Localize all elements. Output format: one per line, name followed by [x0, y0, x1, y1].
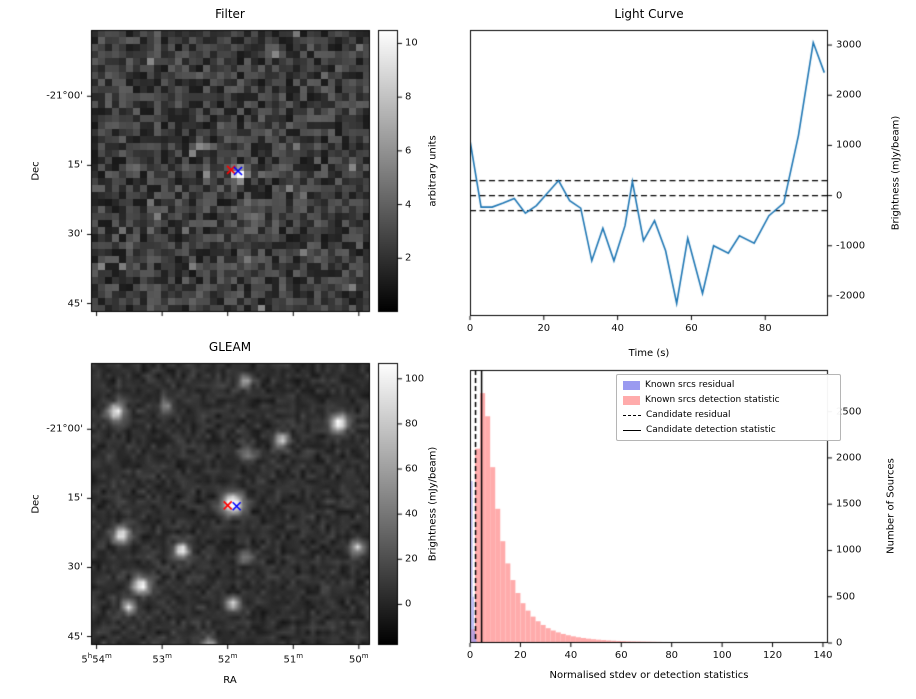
tick-label: 0	[466, 650, 474, 661]
legend-label: Candidate detection statistic	[646, 425, 776, 435]
tick-label: 4	[405, 199, 412, 211]
tick-label: 80	[665, 650, 679, 661]
legend-entry: Known srcs residual	[623, 379, 834, 391]
tick-label: 52m	[217, 652, 238, 666]
tick-label: 30'	[67, 561, 83, 573]
tick-label: 15'	[67, 492, 83, 504]
tick-label: 20	[405, 553, 418, 565]
legend-patch-swatch	[623, 380, 640, 390]
filter-colorbar-label: arbitrary units	[427, 135, 439, 207]
tick-label: 45'	[67, 631, 83, 643]
tick-label: 2	[405, 252, 412, 264]
tick-label: 60	[614, 650, 628, 661]
filter-image	[81, 20, 380, 322]
tick-label: 45'	[67, 298, 83, 310]
tick-label: 100	[712, 650, 732, 661]
tick-label: 40	[611, 323, 624, 334]
tick-label: 2500	[836, 406, 862, 418]
legend-label: Known srcs detection statistic	[645, 395, 780, 405]
tick-label: -1000	[836, 240, 866, 252]
tick-label: -2000	[836, 290, 866, 302]
legend-label: Known srcs residual	[645, 380, 735, 390]
tick-label: 40	[405, 508, 418, 520]
legend-label: Candidate residual	[646, 410, 731, 420]
tick-label: 0	[466, 323, 474, 334]
tick-label: -21°00'	[46, 90, 83, 102]
tick-label: 1000	[836, 139, 862, 151]
legend-patch-swatch	[623, 395, 640, 405]
tick-label: 100	[405, 373, 425, 385]
tick-label: 2000	[836, 452, 862, 464]
tick-label: 5h54m	[81, 652, 112, 666]
tick-label: 60	[405, 463, 418, 475]
tick-label: 8	[405, 91, 412, 103]
tick-label: 0	[405, 598, 412, 610]
tick-label: 10	[405, 37, 418, 49]
histogram-xlabel: Normalised stdev or detection statistics	[549, 670, 749, 681]
gleam-xlabel: RA	[223, 675, 237, 686]
gleam-title: GLEAM	[208, 340, 252, 354]
histogram-ylabel: Number of Sources	[885, 458, 897, 554]
tick-label: 3000	[836, 39, 862, 51]
gleam-colorbar-label: Brightness (mJy/beam)	[427, 446, 439, 562]
tick-label: 2000	[836, 89, 862, 101]
legend-line-swatch	[623, 429, 641, 431]
legend: Known srcs residual Known srcs detection …	[616, 374, 841, 441]
tick-label: 1000	[836, 544, 862, 556]
tick-label: 6	[405, 145, 412, 157]
gleam-image	[81, 353, 380, 655]
tick-label: 60	[685, 323, 698, 334]
legend-entry: Candidate detection statistic	[623, 424, 834, 436]
tick-label: 20	[514, 650, 527, 661]
tick-label: 500	[836, 591, 856, 603]
tick-label: 80	[758, 323, 772, 334]
legend-entry: Candidate residual	[623, 409, 834, 421]
light-curve-ylabel: Brightness (mJy/beam)	[890, 115, 902, 231]
tick-label: 40	[564, 650, 578, 661]
tick-label: -21°00'	[46, 423, 83, 435]
tick-label: 50m	[349, 652, 369, 666]
tick-label: 140	[813, 650, 833, 661]
filter-title: Filter	[215, 7, 245, 21]
filter-colorbar	[368, 20, 408, 322]
tick-label: 15'	[67, 159, 83, 171]
tick-label: 0	[836, 190, 843, 202]
tick-label: 51m	[283, 652, 304, 666]
gleam-colorbar	[368, 353, 408, 655]
tick-label: 0	[836, 637, 843, 649]
legend-entry: Known srcs detection statistic	[623, 394, 834, 406]
light-curve-title: Light Curve	[614, 7, 684, 21]
tick-label: 120	[762, 650, 783, 661]
light-curve-xlabel: Time (s)	[628, 348, 670, 359]
filter-ylabel: Dec	[30, 161, 42, 181]
tick-label: 1500	[836, 498, 862, 510]
tick-label: 80	[405, 418, 418, 430]
light-curve-plot	[460, 20, 838, 326]
legend-line-swatch	[623, 414, 641, 416]
gleam-ylabel: Dec	[30, 494, 42, 514]
tick-label: 20	[537, 323, 551, 334]
tick-label: 53m	[152, 652, 172, 666]
tick-label: 30'	[67, 228, 83, 240]
